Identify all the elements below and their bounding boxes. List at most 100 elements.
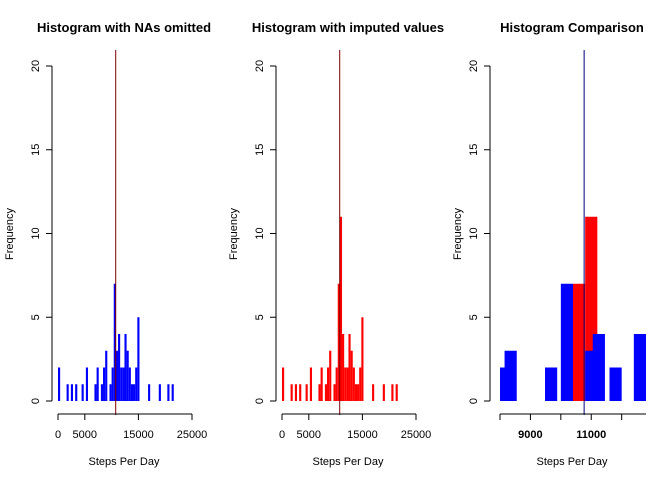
y-tick-label: 20 bbox=[254, 60, 266, 72]
histogram-bar bbox=[109, 384, 112, 401]
histogram-bar bbox=[94, 384, 97, 401]
y-axis-label: Frequency bbox=[228, 208, 240, 260]
histogram-bar bbox=[105, 350, 108, 401]
y-tick-label: 0 bbox=[30, 398, 42, 404]
histogram-bar bbox=[609, 367, 622, 401]
x-axis-label: Steps Per Day bbox=[313, 456, 384, 468]
histogram-bar bbox=[122, 367, 125, 401]
y-tick-label: 10 bbox=[30, 227, 42, 239]
histogram-bar bbox=[124, 334, 127, 401]
histogram-bar bbox=[171, 384, 174, 401]
histogram-bar bbox=[344, 367, 347, 401]
histogram-bar bbox=[335, 367, 338, 401]
histogram-bar bbox=[333, 384, 336, 401]
histogram-bar bbox=[348, 334, 351, 401]
histogram-bar bbox=[96, 367, 99, 401]
chart-title: Histogram with NAs omitted bbox=[37, 20, 211, 35]
y-tick-label: 5 bbox=[468, 314, 480, 320]
histogram-bar bbox=[111, 367, 114, 401]
plot-area: 0 5 10 15 20 9000 11000 bbox=[468, 50, 646, 441]
histogram-bar bbox=[66, 384, 69, 401]
histogram-bar bbox=[133, 384, 136, 401]
histogram-bar bbox=[352, 367, 355, 401]
x-tick-label: 5000 bbox=[73, 429, 97, 441]
histogram-bar bbox=[294, 384, 297, 401]
histogram-bar bbox=[339, 216, 343, 401]
histogram-bar bbox=[58, 367, 61, 401]
histogram-bar bbox=[128, 367, 131, 401]
x-tick-label: 25000 bbox=[177, 429, 208, 441]
histogram-bar bbox=[354, 384, 358, 401]
histogram-bar bbox=[342, 334, 345, 401]
y-tick-label: 10 bbox=[254, 227, 266, 239]
histogram-bar bbox=[113, 283, 116, 401]
plot-area: 0 5 10 15 20 0 5000 15000 25000 bbox=[30, 50, 207, 441]
histogram-bar bbox=[633, 334, 646, 401]
histogram-bar bbox=[560, 283, 573, 401]
histogram-bar bbox=[357, 384, 360, 401]
x-tick-label: 25000 bbox=[401, 429, 432, 441]
histogram-bar bbox=[329, 350, 332, 401]
histogram-bar bbox=[361, 317, 364, 401]
x-tick-label: 15000 bbox=[123, 429, 154, 441]
histogram-bar bbox=[130, 384, 134, 401]
y-tick-label: 0 bbox=[254, 398, 266, 404]
histogram-bar bbox=[75, 384, 78, 401]
histogram-bar bbox=[337, 283, 340, 401]
histogram-bar bbox=[299, 384, 302, 401]
histogram-bar bbox=[103, 367, 106, 401]
histogram-bar bbox=[395, 384, 398, 401]
chart-title: Histogram Comparison bbox=[500, 20, 644, 35]
histogram-bar bbox=[137, 317, 140, 401]
histogram-bar bbox=[372, 384, 375, 401]
histogram-bar bbox=[85, 367, 89, 401]
histogram-bar bbox=[573, 283, 586, 401]
y-axis-label: Frequency bbox=[4, 208, 16, 260]
y-tick-label: 20 bbox=[468, 60, 480, 72]
histogram-bar bbox=[391, 384, 394, 401]
histogram-bar bbox=[504, 350, 517, 401]
histogram-bar bbox=[126, 350, 129, 401]
plot-area: 0 5 10 15 20 0 5000 15000 25000 bbox=[254, 50, 431, 441]
x-tick-label: 5000 bbox=[297, 429, 321, 441]
histogram-bar bbox=[118, 334, 121, 401]
histogram-bar bbox=[324, 384, 328, 401]
histogram-panel-na-omitted: Histogram with NAs omitted 0 5 10 15 20 0 5000… bbox=[4, 20, 211, 468]
histogram-bar bbox=[305, 384, 308, 401]
y-axis-label: Frequency bbox=[452, 208, 464, 260]
histogram-bar bbox=[148, 384, 151, 401]
histogram-bar bbox=[318, 384, 321, 401]
histogram-bar bbox=[81, 384, 84, 401]
histogram-bar bbox=[70, 384, 73, 401]
histogram-bar bbox=[320, 367, 323, 401]
x-tick-label: 0 bbox=[279, 429, 285, 441]
y-tick-label: 5 bbox=[30, 314, 42, 320]
histogram-bar bbox=[327, 367, 330, 401]
chart-title: Histogram with imputed values bbox=[252, 20, 444, 35]
y-tick-label: 15 bbox=[30, 144, 42, 156]
histogram-bar bbox=[545, 367, 558, 401]
histogram-bar bbox=[290, 384, 293, 401]
histogram-panel-comparison: Histogram Comparison 0 5 10 15 20 9000 11000 S… bbox=[452, 20, 646, 468]
x-tick-label: 0 bbox=[55, 429, 61, 441]
histogram-bar bbox=[167, 384, 170, 401]
histogram-bar bbox=[346, 367, 349, 401]
histogram-bar bbox=[592, 334, 605, 401]
y-tick-label: 20 bbox=[30, 60, 42, 72]
x-tick-label: 15000 bbox=[347, 429, 378, 441]
y-tick-label: 5 bbox=[254, 314, 266, 320]
histogram-bar bbox=[359, 367, 362, 401]
histogram-bar bbox=[100, 384, 104, 401]
histogram-bar bbox=[135, 367, 138, 401]
histogram-bar bbox=[282, 367, 285, 401]
histogram-bar bbox=[120, 367, 123, 401]
y-tick-label: 0 bbox=[468, 398, 480, 404]
x-tick-label: 9000 bbox=[518, 429, 542, 441]
histogram-bar bbox=[309, 367, 313, 401]
x-axis-label: Steps Per Day bbox=[537, 456, 608, 468]
y-tick-label: 15 bbox=[254, 144, 266, 156]
histogram-bar bbox=[158, 384, 161, 401]
histogram-bar bbox=[115, 350, 119, 401]
